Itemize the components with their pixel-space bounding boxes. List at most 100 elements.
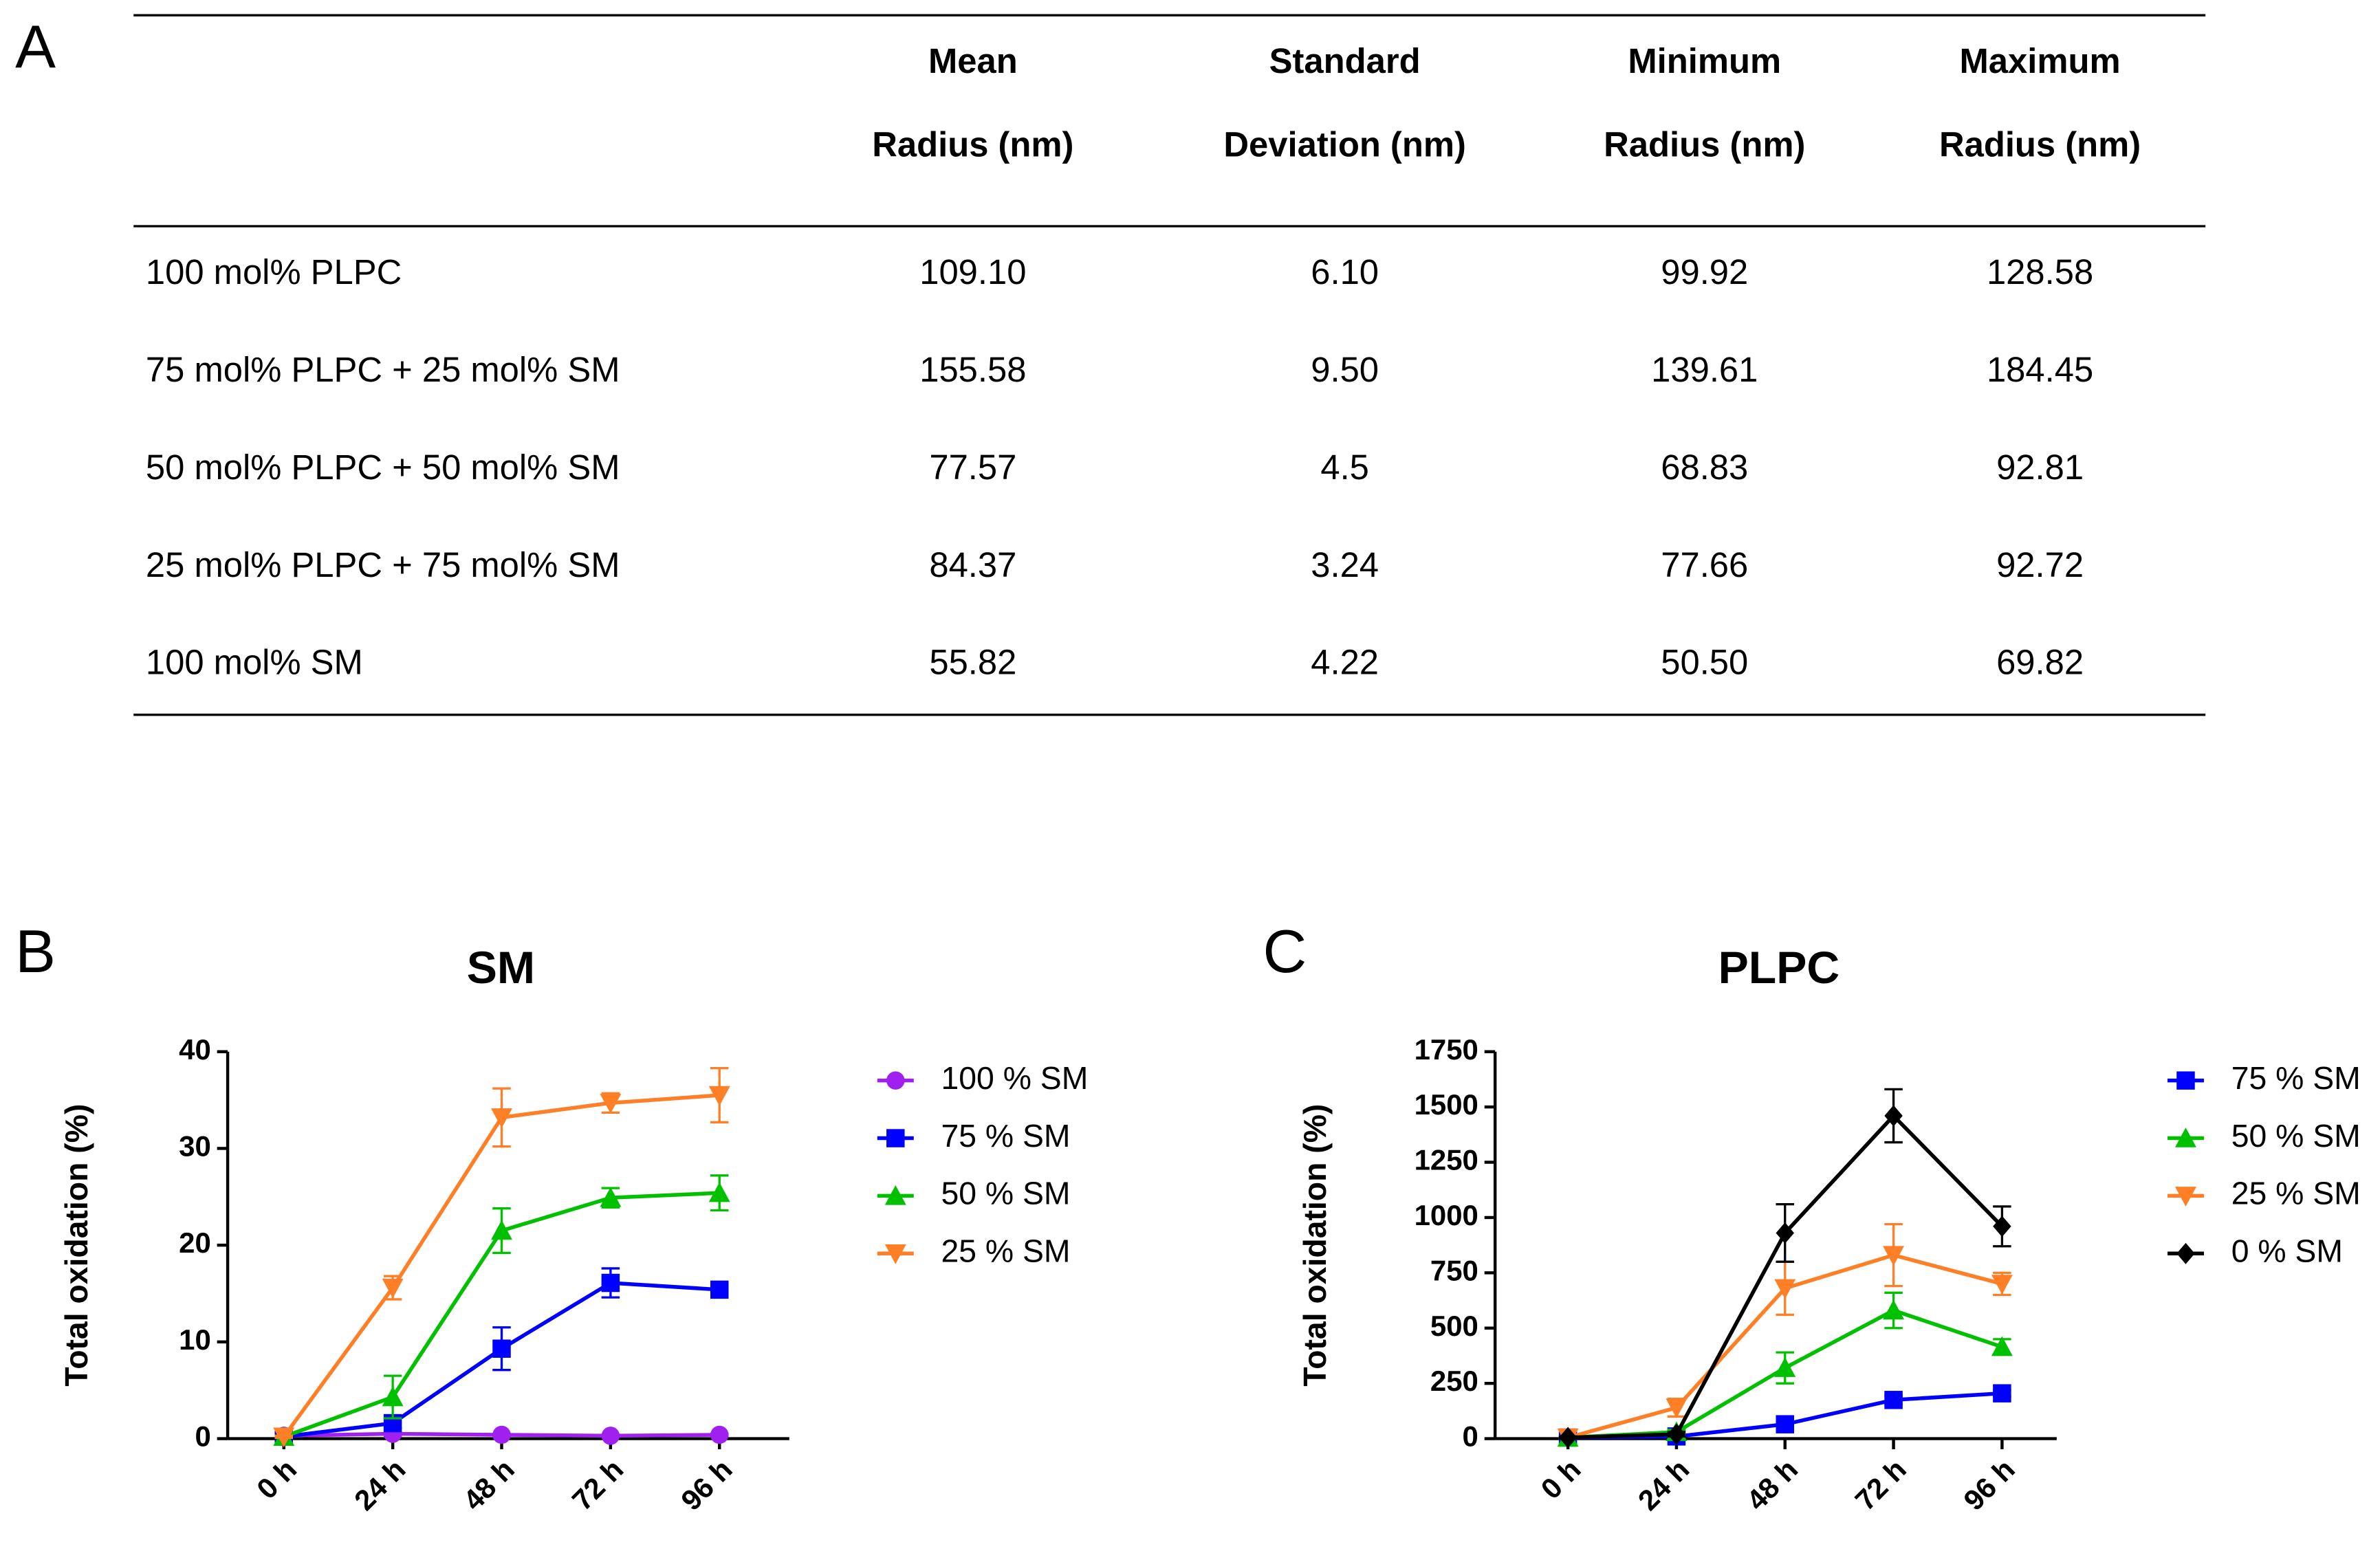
- marker: [492, 1339, 511, 1358]
- x-tick-label: 48 h: [457, 1453, 521, 1517]
- x-tick-label: 0 h: [1534, 1453, 1586, 1505]
- legend-label: 75 % SM: [941, 1118, 1071, 1154]
- legend-label: 50 % SM: [2231, 1118, 2361, 1154]
- marker: [2176, 1071, 2195, 1090]
- column-header: Standard: [1269, 41, 1421, 80]
- row-label: 75 mol% PLPC + 25 mol% SM: [146, 350, 620, 389]
- marker: [2175, 1187, 2196, 1207]
- y-axis-label: Total oxidation (%): [58, 1104, 94, 1387]
- marker: [600, 1187, 622, 1207]
- marker: [382, 1386, 404, 1407]
- table-cell: 55.82: [929, 643, 1016, 682]
- column-header: Maximum: [1960, 41, 2121, 80]
- marker: [1991, 1336, 2013, 1356]
- y-tick-label: 1250: [1415, 1144, 1478, 1176]
- table-cell: 4.5: [1320, 448, 1369, 487]
- table-cell: 6.10: [1311, 252, 1379, 292]
- table-cell: 128.58: [1987, 252, 2093, 292]
- y-tick-label: 500: [1430, 1310, 1478, 1342]
- legend-label: 25 % SM: [2231, 1176, 2361, 1211]
- y-tick-label: 1000: [1415, 1199, 1478, 1231]
- y-axis-label: Total oxidation (%): [1297, 1104, 1333, 1387]
- y-tick-label: 30: [179, 1130, 211, 1163]
- row-label: 100 mol% SM: [146, 643, 363, 682]
- chart-title: SM: [467, 943, 535, 993]
- table-cell: 77.57: [929, 448, 1016, 487]
- marker: [2175, 1128, 2196, 1147]
- table-cell: 50.50: [1661, 643, 1748, 682]
- y-tick-label: 750: [1430, 1254, 1478, 1286]
- x-tick-label: 0 h: [250, 1453, 303, 1505]
- marker: [1774, 1279, 1796, 1299]
- marker: [382, 1278, 404, 1299]
- chart-title: PLPC: [1718, 943, 1840, 993]
- table-cell: 184.45: [1987, 350, 2093, 389]
- panel-label: B: [15, 917, 56, 985]
- legend-label: 50 % SM: [941, 1176, 1071, 1211]
- y-tick-label: 0: [195, 1420, 210, 1453]
- panel-label: C: [1263, 917, 1307, 985]
- marker: [708, 1182, 730, 1202]
- marker: [1991, 1275, 2013, 1295]
- x-tick-label: 72 h: [1848, 1453, 1912, 1517]
- marker: [1884, 1391, 1903, 1409]
- table-cell: 4.22: [1311, 643, 1379, 682]
- column-header: Radius (nm): [1939, 125, 2141, 164]
- marker: [600, 1094, 622, 1114]
- x-tick-label: 96 h: [1957, 1453, 2021, 1517]
- column-header: Minimum: [1628, 41, 1781, 80]
- legend-label: 25 % SM: [941, 1233, 1071, 1269]
- y-tick-label: 1750: [1415, 1033, 1478, 1066]
- marker: [1558, 1427, 1577, 1449]
- x-tick-label: 48 h: [1740, 1453, 1804, 1517]
- marker: [601, 1427, 620, 1445]
- column-header: Mean: [928, 41, 1018, 80]
- marker: [886, 1071, 905, 1090]
- table-cell: 139.61: [1651, 350, 1758, 389]
- row-label: 25 mol% PLPC + 75 mol% SM: [146, 545, 620, 584]
- table-cell: 155.58: [919, 350, 1026, 389]
- marker: [710, 1280, 729, 1299]
- y-tick-label: 20: [179, 1226, 211, 1259]
- x-tick-label: 96 h: [675, 1453, 739, 1517]
- x-tick-label: 24 h: [348, 1453, 412, 1517]
- marker: [1776, 1222, 1794, 1244]
- marker: [601, 1273, 620, 1292]
- table-cell: 9.50: [1311, 350, 1379, 389]
- row-label: 50 mol% PLPC + 50 mol% SM: [146, 448, 620, 487]
- marker: [1993, 1216, 2011, 1238]
- marker: [1666, 1398, 1688, 1418]
- legend-label: 75 % SM: [2231, 1060, 2361, 1096]
- marker: [708, 1086, 730, 1106]
- legend-label: 100 % SM: [941, 1060, 1089, 1096]
- column-header: Radius (nm): [1604, 125, 1805, 164]
- panel-label: A: [15, 12, 56, 80]
- marker: [492, 1425, 511, 1444]
- table-cell: 92.81: [1996, 448, 2084, 487]
- column-header: Radius (nm): [872, 125, 1073, 164]
- table-cell: 3.24: [1311, 545, 1379, 584]
- table-cell: 84.37: [929, 545, 1016, 584]
- y-tick-label: 10: [179, 1323, 211, 1356]
- marker: [884, 1244, 906, 1264]
- table-cell: 99.92: [1661, 252, 1748, 292]
- x-tick-label: 24 h: [1632, 1453, 1696, 1517]
- marker: [1884, 1105, 1903, 1127]
- row-label: 100 mol% PLPC: [146, 252, 402, 292]
- table-cell: 69.82: [1996, 643, 2084, 682]
- marker: [1883, 1299, 1905, 1320]
- y-tick-label: 250: [1430, 1365, 1478, 1397]
- marker: [710, 1425, 729, 1444]
- marker: [884, 1185, 906, 1205]
- marker: [491, 1108, 512, 1128]
- x-tick-label: 72 h: [566, 1453, 630, 1517]
- table-cell: 109.10: [919, 252, 1026, 292]
- column-header: Deviation (nm): [1223, 125, 1465, 164]
- marker: [491, 1220, 512, 1240]
- y-tick-label: 1500: [1415, 1088, 1478, 1121]
- marker: [1774, 1357, 1796, 1377]
- marker: [273, 1427, 295, 1448]
- table-cell: 68.83: [1661, 448, 1748, 487]
- marker: [1883, 1246, 1905, 1266]
